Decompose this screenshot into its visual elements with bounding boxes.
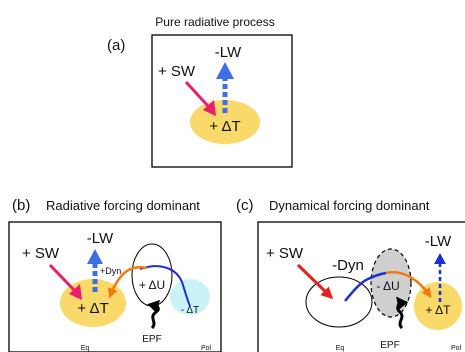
panel-a-lw-arrow-head	[216, 62, 234, 79]
panel-a-title: Pure radiative process	[155, 15, 274, 29]
panel-b-title: Radiative forcing dominant	[46, 198, 200, 213]
panel-c-eq-label: Eq	[336, 345, 345, 352]
panel-c-lw-arrow-head	[434, 253, 446, 264]
panel-a-sw-arrow-head	[203, 100, 216, 116]
panel-a-lw-label: -LW	[215, 44, 242, 61]
panel-c-epf-label: EPF	[380, 340, 399, 351]
panel-a-dt-label: + ΔT	[209, 118, 240, 135]
panel-b-pol-label: Pol	[201, 345, 212, 352]
panel-c-dyn-label: -Dyn	[332, 257, 364, 274]
panel-b: (b) Radiative forcing dominant -LW + SW …	[8, 197, 222, 352]
panel-b-dt-pol-label: - ΔT	[181, 305, 199, 316]
panel-b-jet-orange	[108, 265, 148, 299]
panel-c-eq-ellipse	[305, 276, 373, 328]
panel-c: (c) Dynamical forcing dominant + SW -Dyn…	[236, 197, 465, 352]
panel-b-sw-label: + SW	[22, 245, 60, 262]
panel-b-lw-label: -LW	[87, 230, 114, 247]
panel-b-du-label: + ΔU	[139, 278, 165, 292]
panel-c-title: Dynamical forcing dominant	[269, 198, 430, 213]
panel-c-lw-label: -LW	[425, 233, 452, 250]
panel-c-epf-arrow	[396, 296, 409, 330]
panel-b-du-ellipse	[131, 243, 173, 307]
panel-b-sw-arrow	[48, 263, 76, 292]
panel-a-sw-label: + SW	[158, 63, 196, 80]
panel-c-dt-label: + ΔT	[425, 303, 451, 317]
panel-c-sw-label: + SW	[266, 245, 304, 262]
panel-a: Pure radiative process (a) -LW + SW + ΔT	[107, 15, 293, 168]
panel-b-epf-arrow	[147, 299, 161, 330]
panel-c-du-label: - ΔU	[376, 279, 399, 293]
panel-a-frame	[151, 34, 293, 168]
panel-b-eq-label: Eq	[81, 345, 90, 352]
panel-a-label: (a)	[107, 37, 125, 54]
panel-a-sw-arrow	[184, 80, 210, 108]
panel-b-frame	[8, 221, 222, 352]
panel-c-jet-blue	[344, 271, 387, 302]
panel-b-epf-label: EPF	[142, 334, 161, 345]
panel-c-sw-arrow	[296, 263, 334, 300]
panel-c-jet-orange	[385, 271, 432, 299]
panel-b-sw-arrow-head	[69, 284, 82, 300]
panel-b-lw-arrow-head	[87, 249, 103, 264]
panel-b-dyn-label: +Dyn	[100, 266, 121, 276]
panel-c-pol-label: Pol	[451, 345, 462, 352]
panel-b-cool-blob	[170, 279, 210, 315]
panel-b-dt-label: + ΔT	[77, 300, 108, 317]
panel-c-frame	[257, 221, 465, 352]
panel-b-jet-blue	[139, 265, 191, 307]
panel-b-label: (b)	[12, 197, 30, 214]
panel-c-label: (c)	[236, 197, 254, 214]
